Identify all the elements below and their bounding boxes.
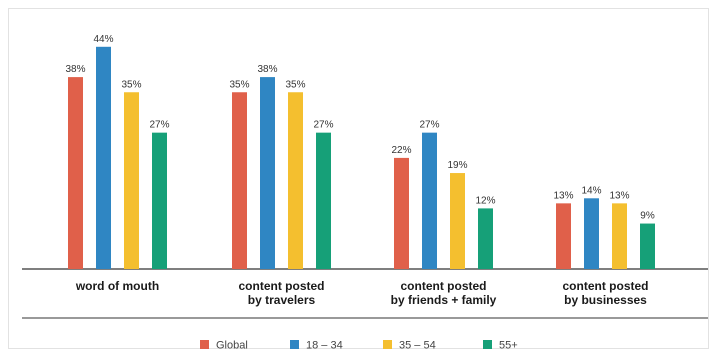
value-label-3-1: 14%: [581, 185, 601, 196]
value-label-0-0: 38%: [65, 64, 85, 75]
bar-3-0: [556, 203, 571, 269]
value-label-2-3: 12%: [475, 195, 495, 206]
bar-1-2: [288, 92, 303, 269]
legend-label-0: Global: [216, 340, 248, 352]
value-label-2-2: 19%: [447, 160, 467, 171]
bar-0-0: [68, 77, 83, 269]
value-label-3-3: 9%: [640, 211, 655, 222]
category-label-2-0: content posted: [401, 279, 487, 293]
bar-0-3: [152, 132, 167, 269]
bar-2-3: [478, 208, 493, 269]
chart-frame: [8, 8, 709, 349]
legend-swatch-2: [383, 340, 392, 349]
legend-swatch-1: [290, 340, 299, 349]
value-label-0-3: 27%: [149, 120, 169, 131]
category-label-3-1: by businesses: [564, 293, 647, 307]
value-label-1-0: 35%: [229, 79, 249, 90]
value-label-0-2: 35%: [121, 79, 141, 90]
category-label-1-1: by travelers: [248, 293, 316, 307]
legend-swatch-0: [200, 340, 209, 349]
bar-1-1: [260, 77, 275, 269]
value-label-3-2: 13%: [609, 190, 629, 201]
legend-label-3: 55+: [499, 340, 518, 352]
bar-0-1: [96, 46, 111, 269]
value-label-1-3: 27%: [313, 120, 333, 131]
legend-label-1: 18 – 34: [306, 340, 343, 352]
value-label-1-2: 35%: [285, 79, 305, 90]
value-label-3-0: 13%: [553, 190, 573, 201]
value-label-0-1: 44%: [93, 34, 113, 45]
bar-3-3: [640, 223, 655, 269]
value-label-1-1: 38%: [257, 64, 277, 75]
legend-swatch-3: [483, 340, 492, 349]
bar-1-0: [232, 92, 247, 269]
category-label-3-0: content posted: [563, 279, 649, 293]
bar-1-3: [316, 132, 331, 269]
value-label-2-1: 27%: [419, 120, 439, 131]
bar-2-2: [450, 173, 465, 269]
value-label-2-0: 22%: [391, 145, 411, 156]
bar-3-2: [612, 203, 627, 269]
category-label-2-1: by friends + family: [391, 293, 497, 307]
bar-3-1: [584, 198, 599, 269]
category-label-1-0: content posted: [239, 279, 325, 293]
bar-0-2: [124, 92, 139, 269]
legend-label-2: 35 – 54: [399, 340, 436, 352]
bar-2-1: [422, 132, 437, 269]
category-label-0-0: word of mouth: [75, 279, 159, 293]
bar-2-0: [394, 157, 409, 269]
